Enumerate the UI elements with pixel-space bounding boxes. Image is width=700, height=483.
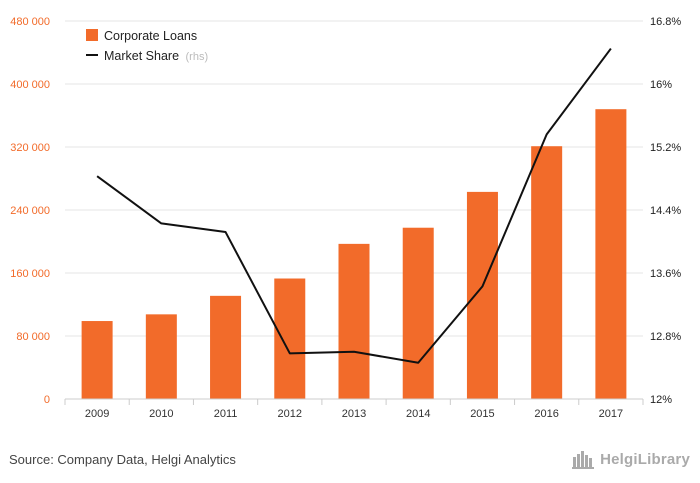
source-note: Source: Company Data, Helgi Analytics [9,452,236,467]
y-left-tick-label: 320 000 [10,142,50,154]
y-right-tick-label: 16.8% [650,16,681,28]
x-tick-label: 2009 [85,408,109,420]
line-market-share [96,47,612,364]
y-right-tick-label: 12.8% [650,331,681,343]
y-right-tick-label: 14.4% [650,205,681,217]
right-axis-ticks: 12% 12.8% 13.6% 14.4% 15.2% 16% 16.8% [650,16,681,406]
logo-text: HelgiLibrary [600,450,690,468]
bar-corporate-loans [595,109,627,399]
x-tick-label: 2012 [278,408,302,420]
x-axis: 2009 2010 2011 2012 2013 2014 2015 2016 2017 [64,398,644,420]
y-right-tick-label: 15.2% [650,142,681,154]
x-tick-label: 2011 [214,408,238,420]
y-right-tick-label: 16% [650,79,672,91]
x-tick-label: 2016 [534,408,558,420]
y-right-tick-label: 12% [650,394,672,406]
bar-corporate-loans [338,243,370,399]
bar-corporate-loans [466,191,498,399]
bar-corporate-loans [81,321,113,399]
y-right-tick-label: 13.6% [650,268,681,280]
y-left-tick-label: 480 000 [10,16,50,28]
x-tick-label: 2015 [470,408,494,420]
legend-label-market-share-suffix: (rhs) [186,51,209,63]
legend-label-market-share-name: Market Share [104,49,179,63]
bar-corporate-loans [145,314,177,399]
x-tick-label: 2013 [342,408,366,420]
y-left-tick-label: 160 000 [10,268,50,280]
bar-corporate-loans [402,227,434,399]
legend: Corporate Loans Market Share (rhs) [86,29,208,63]
market-share-line [96,47,612,364]
chart: 0 80 000 160 000 240 000 320 000 400 000 480 0… [10,16,681,420]
x-tick-label: 2010 [149,408,173,420]
bar-corporate-loans [210,295,242,399]
y-left-tick-label: 80 000 [16,331,50,343]
y-left-tick-label: 400 000 [10,79,50,91]
x-tick-label: 2014 [406,408,430,420]
y-left-tick-label: 0 [44,394,50,406]
bars [81,109,627,399]
helgi-library-logo: HelgiLibrary [572,448,690,470]
legend-label-corporate-loans: Corporate Loans [104,29,197,43]
bar-corporate-loans [531,146,563,399]
helgi-library-icon [572,451,595,469]
legend-swatch-corporate-loans [86,29,98,41]
left-axis-ticks: 0 80 000 160 000 240 000 320 000 400 000 480 0… [10,16,50,406]
y-left-tick-label: 240 000 [10,205,50,217]
legend-label-market-share: Market Share (rhs) [104,49,208,63]
x-tick-label: 2017 [599,408,623,420]
bar-corporate-loans [274,278,306,399]
